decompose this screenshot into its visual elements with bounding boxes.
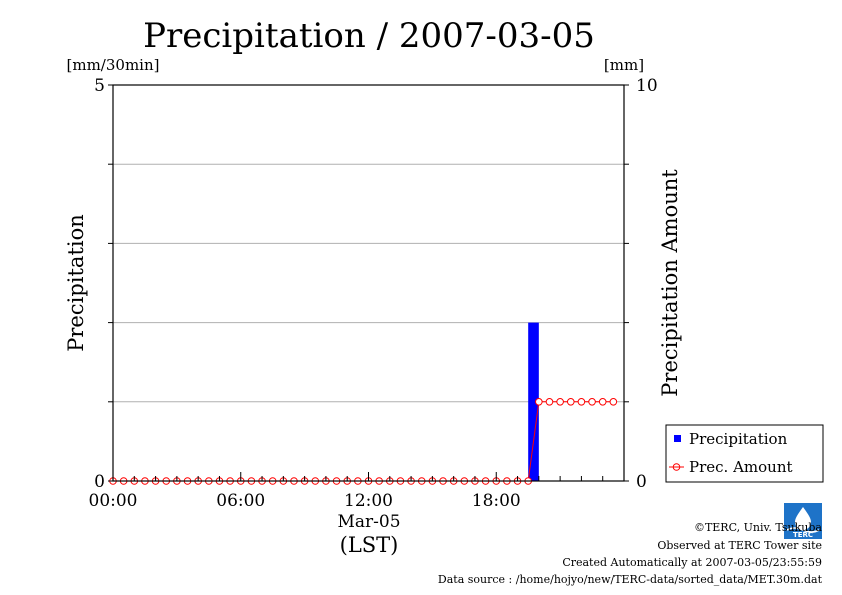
y-tick-label-left: 5 [94, 76, 105, 96]
x-tick-label: 12:00 [344, 491, 393, 511]
y-axis-title-right: Precipitation Amount [658, 169, 682, 397]
x-tick-label: 06:00 [216, 491, 265, 511]
legend-label-precipitation: Precipitation [689, 430, 788, 448]
x-ticks: 00:00 06:00 12:00 18:00 [89, 472, 625, 511]
amount-point [609, 398, 618, 406]
y-tick-label-right: 0 [636, 472, 647, 492]
created-text: Created Automatically at 2007-03-05/23:5… [562, 556, 822, 569]
copyright-text: ©TERC, Univ. Tsukuba [693, 521, 822, 534]
x-tick-label: 18:00 [472, 491, 521, 511]
logo-text: TERC [793, 531, 813, 539]
legend-marker-amount [672, 463, 681, 471]
precipitation-bar [528, 322, 539, 481]
amount-point [598, 398, 607, 406]
y-tick-label-right: 10 [636, 76, 658, 96]
right-unit-label: [mm] [604, 56, 644, 74]
x-date-label: Mar-05 [337, 512, 400, 532]
data-source-text: Data source : /home/hojyo/new/TERC-data/… [437, 573, 822, 586]
x-axis-title: (LST) [340, 533, 399, 557]
bars-layer [528, 322, 539, 481]
y-ticks-left: 05 [94, 76, 113, 492]
legend: Precipitation Prec. Amount [665, 424, 824, 483]
observed-text: Observed at TERC Tower site [657, 539, 822, 552]
y-ticks-right: 0 10 [624, 76, 658, 492]
amount-point [556, 398, 564, 406]
y-axis-title-left: Precipitation [64, 214, 88, 352]
amount-point [588, 398, 596, 406]
legend-swatch-precipitation [674, 435, 681, 442]
left-unit-label: [mm/30min] [67, 56, 160, 74]
chart-title: Precipitation / 2007-03-05 [143, 16, 595, 56]
plot-frame [112, 84, 625, 482]
legend-label-amount: Prec. Amount [689, 458, 793, 476]
amount-point [577, 398, 586, 406]
amount-point [535, 398, 543, 406]
y-tick-label-left: 0 [94, 472, 105, 492]
x-tick-label: 00:00 [89, 491, 138, 511]
amount-line-layer [109, 398, 618, 485]
grid-lines [113, 163, 624, 403]
amount-point [545, 398, 554, 406]
terc-logo: TERC [784, 503, 822, 539]
legend-box [665, 424, 824, 483]
amount-point [566, 398, 575, 406]
